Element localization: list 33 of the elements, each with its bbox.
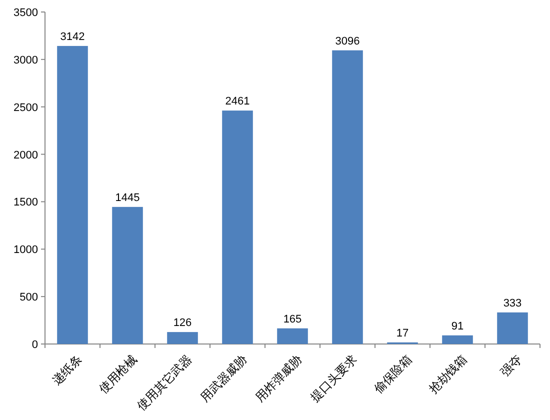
y-tick-label: 1500 [14,196,38,209]
bar [57,46,88,344]
x-tick-label: 用炸弹威胁 [252,352,305,405]
data-label: 91 [451,320,464,332]
bar [167,332,198,344]
data-label: 1445 [115,192,140,204]
y-tick-label: 1000 [14,244,38,256]
data-label: 3142 [60,30,85,43]
data-label: 3096 [335,35,360,48]
y-tick-label: 0 [32,339,38,351]
y-tick-label: 3000 [14,54,38,66]
bar [222,110,253,344]
bar [277,328,308,344]
x-tick-label: 强夺 [498,352,525,380]
x-tick-label: 偷保险箱 [371,352,415,396]
data-label: 2461 [225,96,250,108]
bar [332,50,363,344]
bar [497,312,528,344]
x-tick-label: 抢劫钱箱 [426,352,470,396]
data-label: 17 [396,327,409,340]
y-tick-label: 3500 [14,7,38,19]
x-tick-label: 用武器威胁 [198,352,250,405]
x-tick-label: 提口头要求 [308,352,360,405]
y-tick-label: 2000 [14,149,38,162]
x-tick-label: 使用枪械 [96,352,140,396]
data-label: 333 [503,297,522,310]
bar [112,206,143,344]
y-tick-label: 500 [20,292,38,304]
data-label: 165 [283,313,302,326]
bar [442,335,473,344]
data-label: 126 [173,317,192,330]
y-tick-label: 2500 [14,102,38,114]
x-tick-label: 递纸条 [49,352,85,388]
